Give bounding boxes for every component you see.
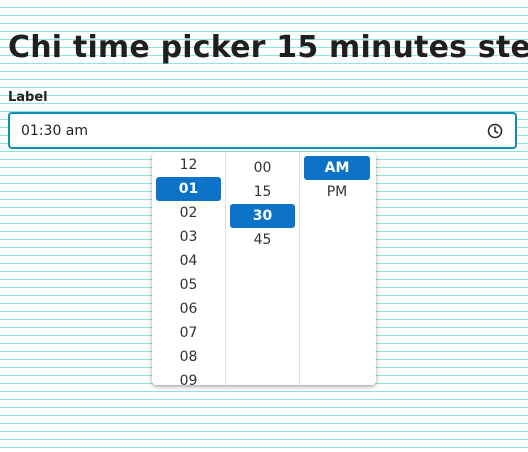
time-picker-popover: 12 01 02 03 04 05 06 07 08 09 00 15 30 45 AM PM [152,152,376,385]
hour-option[interactable]: 07 [179,325,198,341]
period-column[interactable]: AM PM [300,152,374,385]
time-input[interactable]: 01:30 am [8,112,517,149]
period-option[interactable]: AM [304,156,370,180]
clock-icon[interactable] [486,122,504,140]
period-option[interactable]: PM [326,184,348,200]
hour-option[interactable]: 03 [179,229,198,245]
hour-option[interactable]: 04 [179,253,198,269]
hour-option[interactable]: 05 [179,277,198,293]
hour-option[interactable]: 06 [179,301,198,317]
minute-option[interactable]: 00 [253,160,272,176]
field-label: Label [8,90,48,105]
hour-option[interactable]: 08 [179,349,198,365]
minutes-column[interactable]: 00 15 30 45 [226,152,300,385]
minute-option[interactable]: 30 [230,204,295,228]
hours-column[interactable]: 12 01 02 03 04 05 06 07 08 09 [152,152,226,385]
minute-option[interactable]: 15 [253,184,272,200]
time-input-value[interactable]: 01:30 am [21,122,89,139]
hour-option[interactable]: 09 [179,373,198,385]
page-title: Chi time picker 15 minutes step [8,30,528,65]
hour-option[interactable]: 02 [179,205,198,221]
minute-option[interactable]: 45 [253,232,272,248]
hour-option[interactable]: 12 [179,157,198,173]
hour-option[interactable]: 01 [156,177,221,201]
